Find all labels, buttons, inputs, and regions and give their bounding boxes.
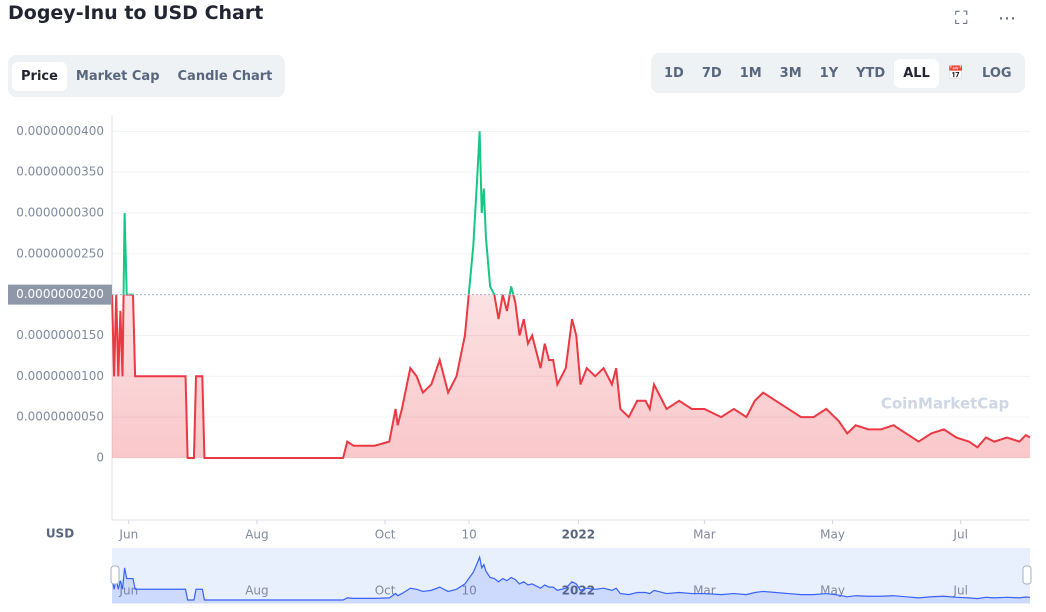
y-tick-label: 0.0000000400	[16, 124, 104, 138]
x-tick-label: Mar	[693, 528, 716, 542]
navigator-tick-label: Jul	[952, 584, 967, 598]
x-tick-label: Oct	[375, 528, 396, 542]
y-tick-label: 0.0000000350	[16, 165, 104, 179]
chart-title: Dogey-Inu to USD Chart	[8, 2, 264, 24]
navigator-line	[111, 555, 1031, 601]
more-icon[interactable]: ⋯	[998, 8, 1016, 29]
tab[interactable]: Market Cap	[75, 68, 160, 84]
tab[interactable]: Price	[12, 61, 67, 91]
navigator-tick-label: Aug	[245, 584, 268, 598]
x-tick-label: May	[820, 528, 845, 542]
navigator-tick-label: 2022	[562, 584, 595, 598]
watermark: CoinMarketCap	[881, 395, 1010, 413]
y-tick-label: 0.0000000300	[16, 205, 104, 219]
x-tick-label: 10	[461, 528, 476, 542]
tab[interactable]: Candle Chart	[177, 68, 273, 84]
y-tick-label: 0.0000000100	[16, 369, 104, 383]
navigator-bg[interactable]	[112, 548, 1030, 604]
x-tick-label: Aug	[245, 528, 268, 542]
price-line	[111, 294, 1031, 459]
y-tick-label: 0	[96, 450, 104, 464]
y-tick-label: 0.0000000150	[16, 328, 104, 342]
range-button[interactable]: ALL	[894, 58, 939, 88]
navigator-tick-label: Oct	[375, 584, 396, 598]
range-button[interactable]: 1M	[739, 65, 762, 81]
y-tick-label: 0.0000000050	[16, 410, 104, 424]
range-button[interactable]: 1Y	[819, 65, 839, 81]
current-price-box	[8, 284, 112, 305]
current-price-label: 0.0000000200	[16, 287, 104, 301]
navigator-handle[interactable]	[1022, 565, 1032, 585]
x-tick-label: 2022	[562, 528, 595, 542]
range-button[interactable]: 3M	[779, 65, 802, 81]
navigator-tick-label: 10	[461, 584, 476, 598]
navigator-handle[interactable]	[110, 565, 120, 585]
range-button[interactable]: YTD	[856, 65, 886, 81]
log-button[interactable]: LOG	[982, 65, 1012, 81]
y-tick-label: 0.0000000250	[16, 246, 104, 260]
range-button[interactable]: 7D	[701, 65, 722, 81]
currency-label: USD	[46, 527, 74, 541]
fullscreen-icon[interactable]: ⛶	[955, 8, 968, 29]
range-button[interactable]: 1D	[664, 65, 684, 81]
tab-group: Price Market Cap Candle Chart	[8, 55, 286, 97]
x-tick-label: Jun	[118, 528, 138, 542]
x-tick-label: Jul	[952, 528, 967, 542]
navigator-tick-label: Jun	[118, 584, 138, 598]
range-group: 1D 7D 1M 3M 1Y YTD ALL 📅 LOG	[651, 53, 1025, 93]
calendar-button[interactable]: 📅	[947, 65, 965, 81]
